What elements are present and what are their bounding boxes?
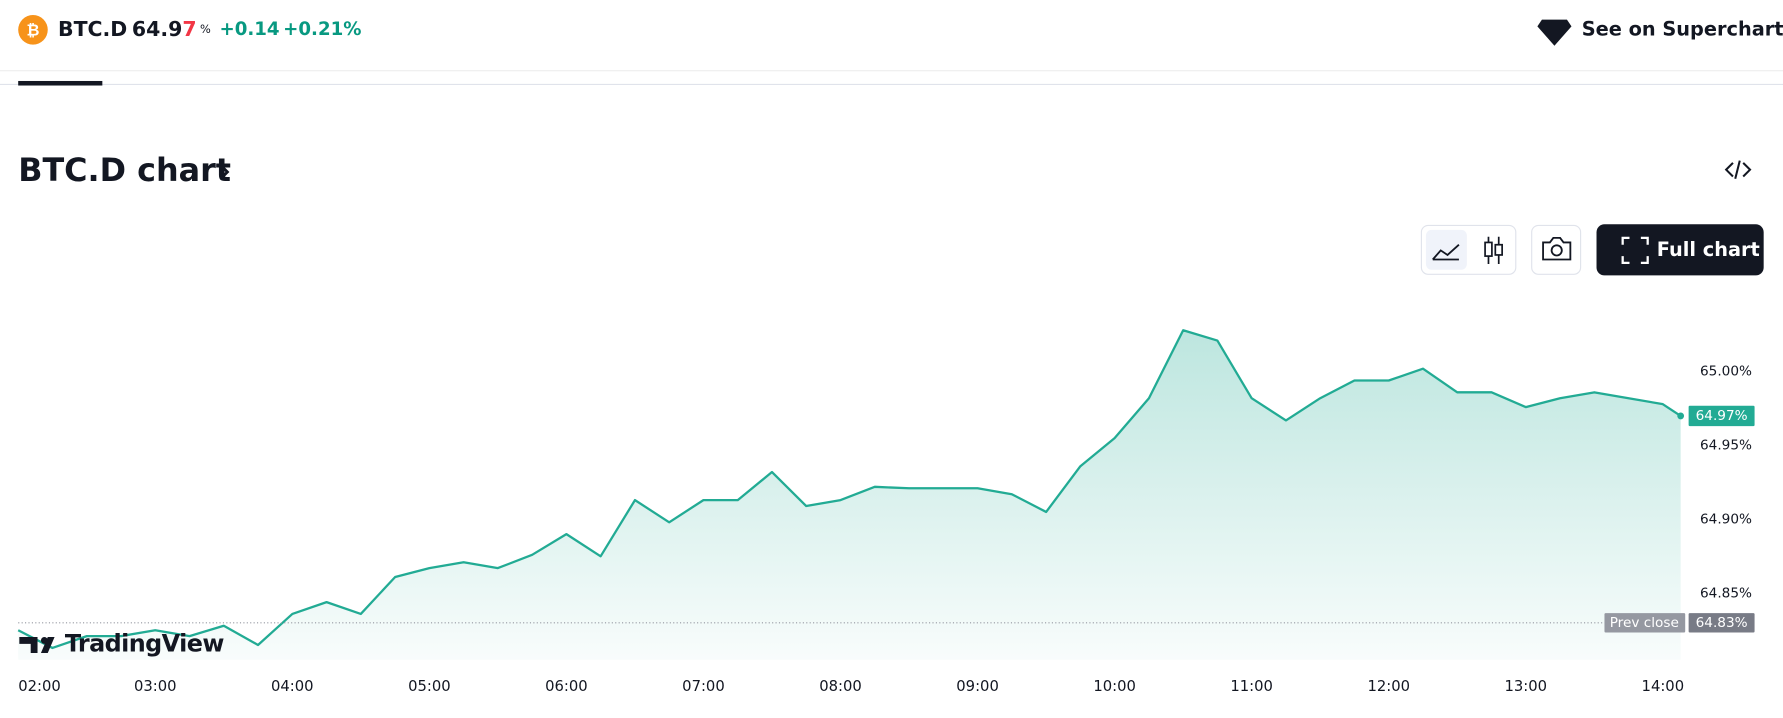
prev-close-value: 64.83% (1696, 615, 1748, 631)
prev-close-name: Prev close (1610, 615, 1679, 631)
line-icon (1432, 244, 1460, 261)
y-tick-label: 65.00% (1700, 364, 1752, 380)
x-tick-label: 06:00 (545, 678, 588, 695)
x-tick-label: 13:00 (1505, 678, 1548, 695)
candle-body (1484, 241, 1493, 257)
supercharts-icon (1537, 19, 1572, 46)
x-tick-label: 04:00 (271, 678, 314, 695)
logo-mark (19, 637, 55, 653)
price-digits: 64.9 (132, 17, 182, 41)
snapshot-button[interactable] (1531, 224, 1582, 275)
chart-link[interactable]: BTC.D chart (18, 151, 231, 189)
tradingview-logo: TradingView (19, 629, 225, 657)
y-tick-label: 64.95% (1700, 437, 1752, 453)
full-chart-button[interactable]: Full chart (1596, 224, 1764, 276)
x-tick-label: 14:00 (1642, 678, 1685, 695)
camera-icon (1542, 236, 1572, 261)
embed-button[interactable] (1724, 160, 1752, 180)
x-tick-label: 09:00 (956, 678, 999, 695)
last-price-label: 64.97% (1696, 408, 1748, 424)
plot: Prev close 64.83% 64.85% 64.90% 64.95% 65.00%… (17, 329, 1755, 695)
change: +0.14 (219, 19, 279, 40)
price: 64.97% (132, 17, 211, 41)
camera-lens (1550, 244, 1563, 257)
prev-close-tag (1604, 613, 1686, 633)
supercharts-link[interactable]: See on Supercharts (1537, 17, 1783, 46)
symbol: BTC.D (58, 17, 127, 41)
full-chart-bg (1596, 224, 1764, 276)
x-tick-label: 02:00 (18, 678, 61, 695)
prev-close-value-tag (1688, 613, 1755, 633)
y-tick-label: 64.90% (1700, 511, 1752, 527)
area (18, 330, 1681, 660)
price-unit: % (200, 22, 211, 36)
chevron (219, 164, 230, 180)
candle-style-button[interactable] (1484, 236, 1503, 265)
change-pct: +0.21% (283, 19, 361, 40)
x-tick-label: 07:00 (682, 678, 725, 695)
candle-body (1494, 243, 1503, 256)
logo-text: TradingView (65, 629, 225, 657)
symbol-text: BTC.D (58, 17, 127, 41)
btc-icon (18, 15, 48, 45)
x-tick-label: 11:00 (1230, 678, 1273, 695)
supercharts-text: See on Supercharts (1582, 17, 1783, 40)
logo-dot (40, 637, 48, 644)
last-point (1677, 412, 1685, 420)
price-line (17, 329, 1682, 650)
line-style-button[interactable] (1425, 229, 1467, 270)
x-tick-label: 12:00 (1367, 678, 1410, 695)
last-price-tag (1688, 405, 1755, 427)
full-chart-text: Full chart (1657, 238, 1760, 261)
btc-glyph: ₿ (26, 20, 39, 39)
x-tick-label: 10:00 (1093, 678, 1136, 695)
fullscreen-icon (1621, 236, 1649, 265)
x-tick-label: 05:00 (408, 678, 451, 695)
x-tick-label: 03:00 (134, 678, 177, 695)
active-tab (18, 80, 103, 86)
x-tick-label: 08:00 (819, 678, 862, 695)
price-last-digit: 7 (182, 17, 196, 41)
section-title: BTC.D chart (18, 151, 231, 189)
y-tick-label: 64.85% (1700, 585, 1752, 601)
